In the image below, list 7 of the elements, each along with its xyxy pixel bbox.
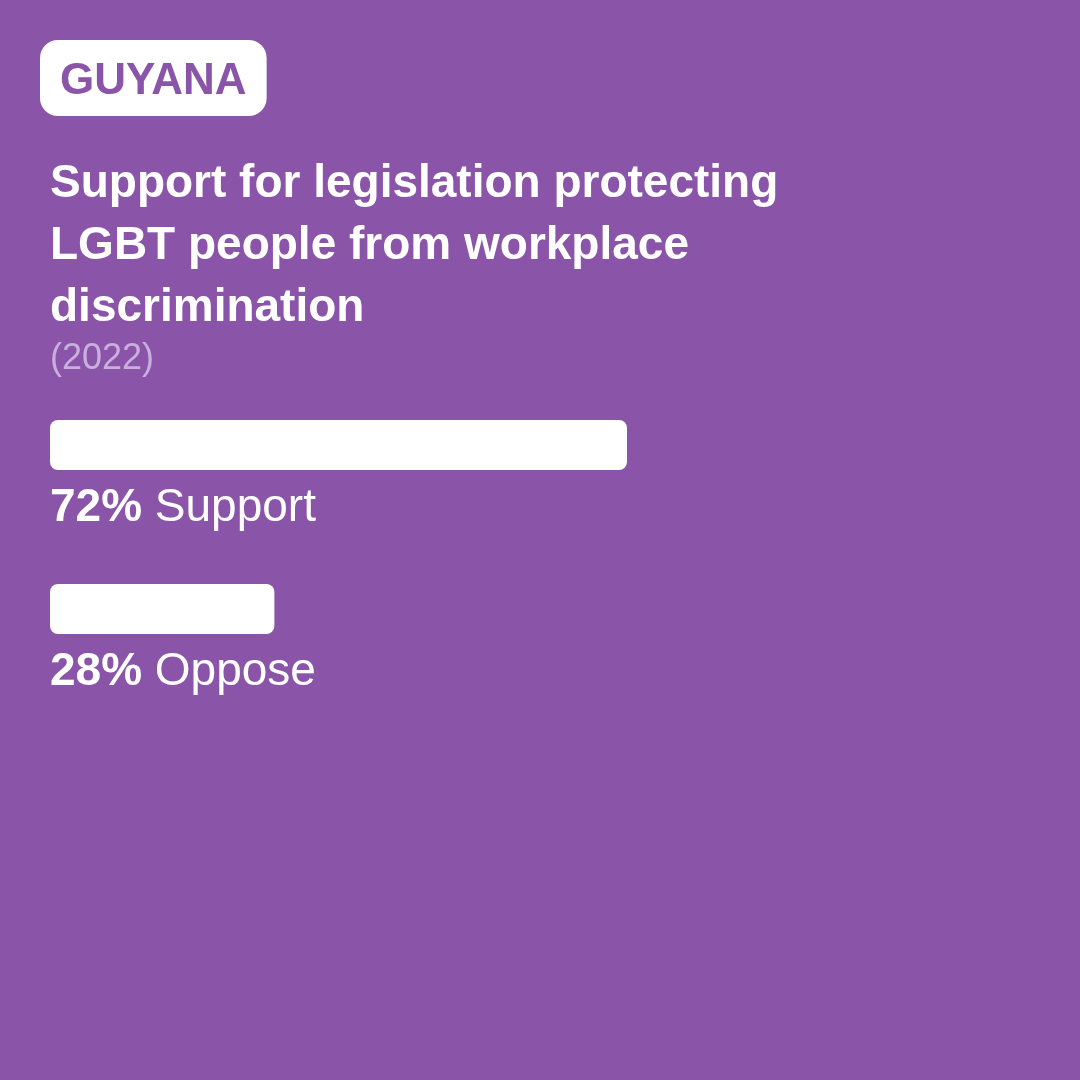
chart-title: Support for legislation protecting LGBT people from workplace discrimination	[50, 155, 779, 331]
chart-subtitle: GUYANA	[60, 53, 247, 103]
y-tick-label: Oppose	[142, 643, 316, 695]
data-label: 72%	[50, 479, 143, 531]
data-label: 28%	[50, 643, 143, 695]
text: (2022)	[50, 335, 155, 377]
y-tick-label: Support	[142, 479, 317, 531]
